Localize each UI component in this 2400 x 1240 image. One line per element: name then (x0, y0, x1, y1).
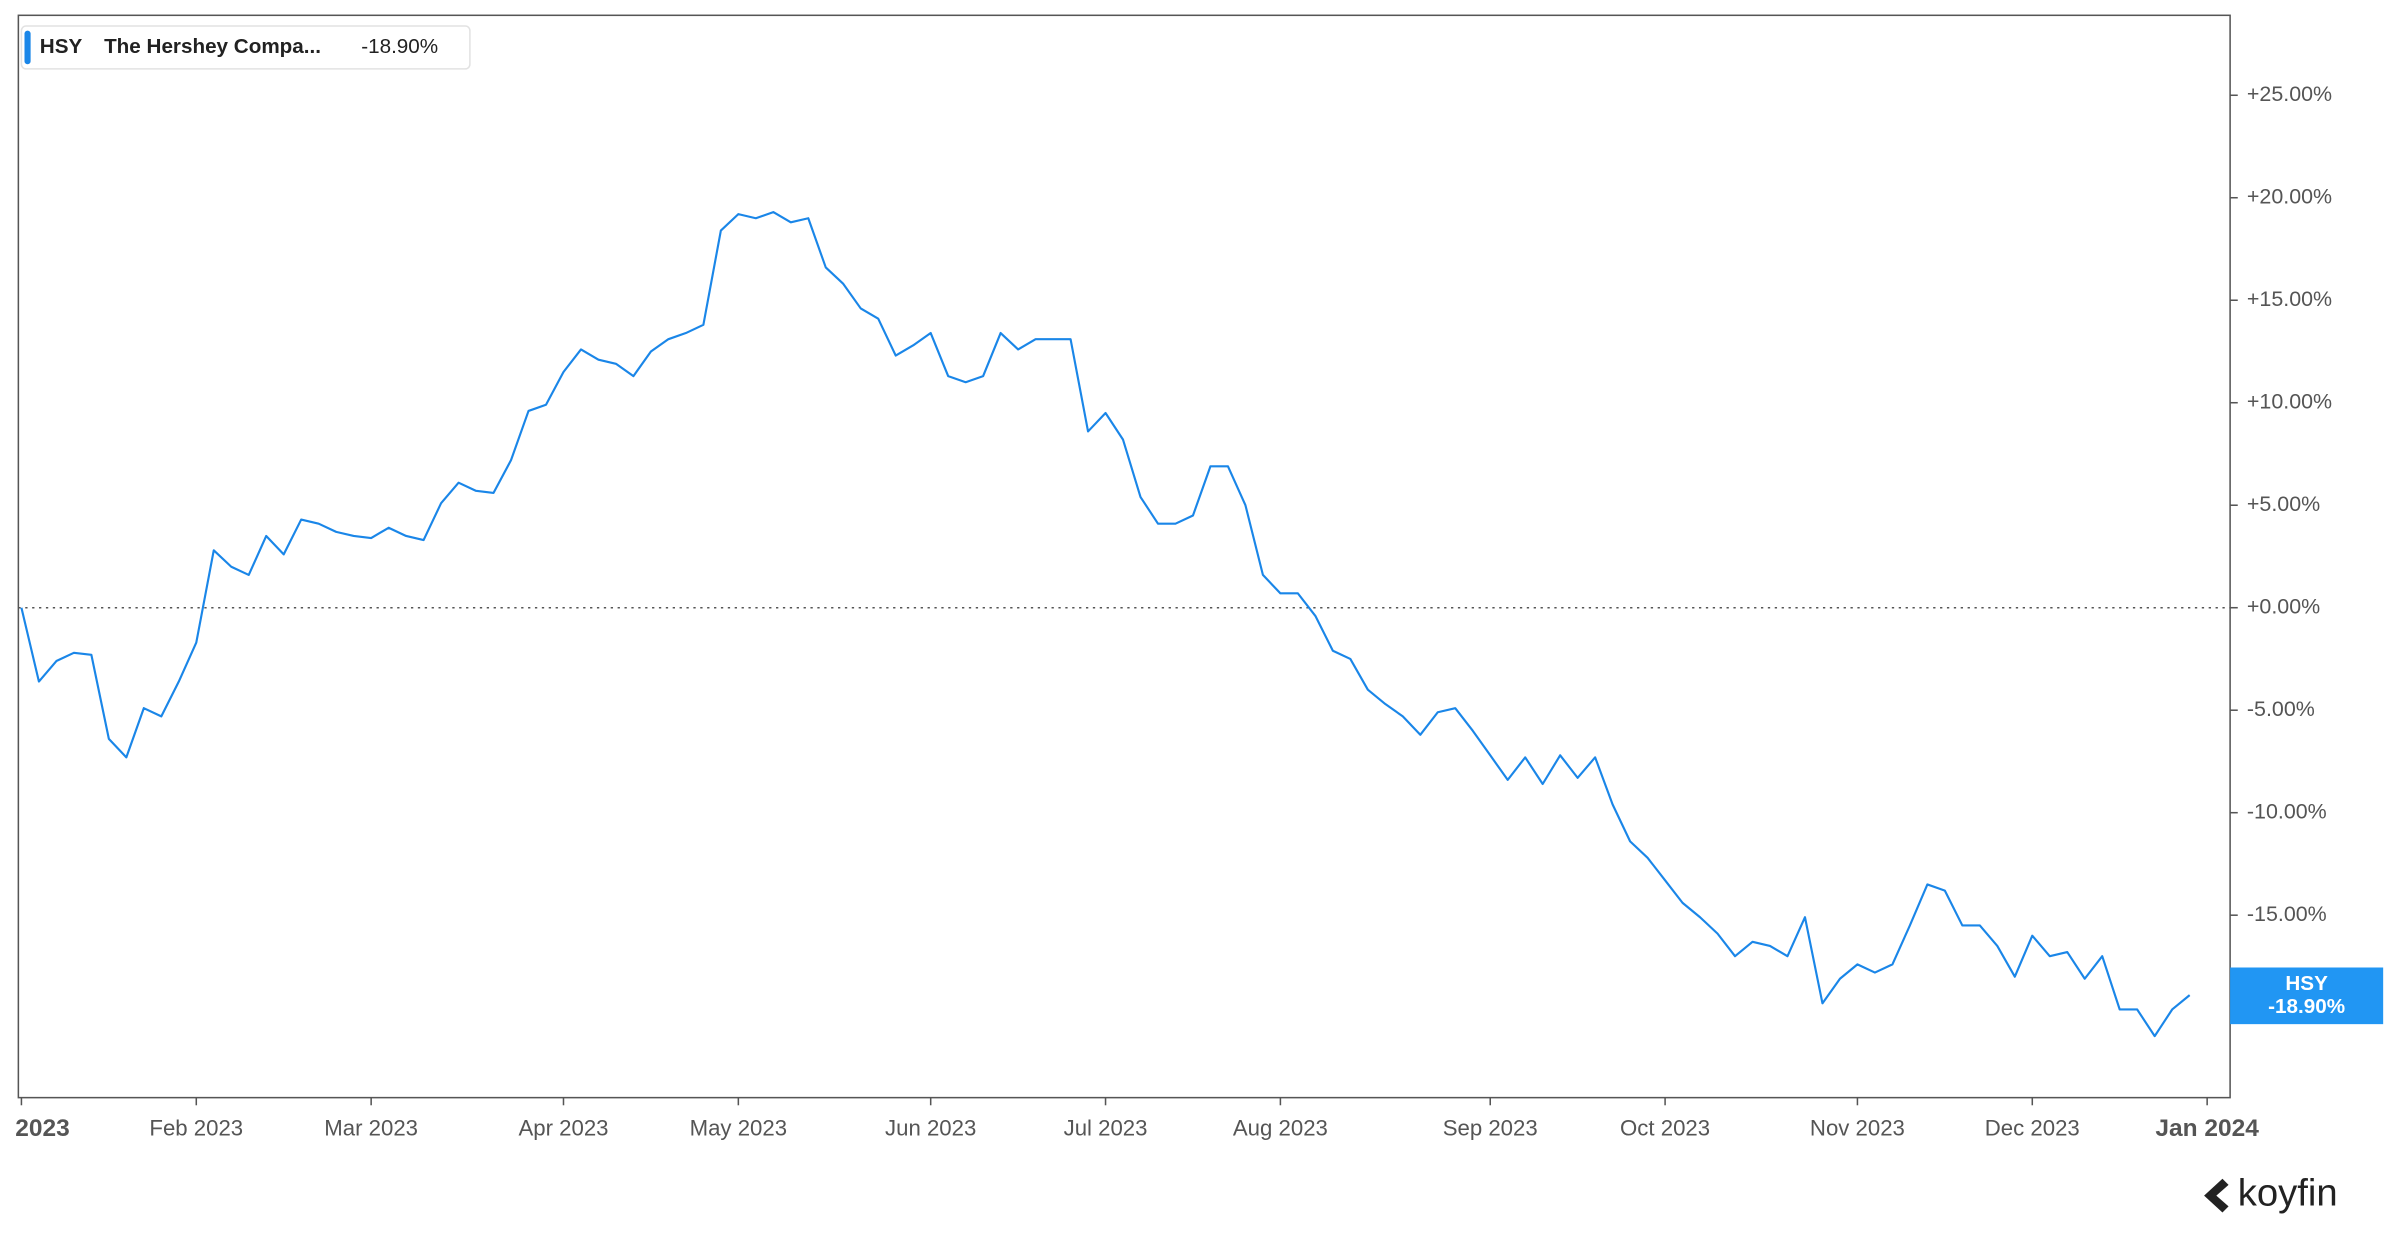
x-tick-label: Sep 2023 (1443, 1116, 1538, 1141)
y-tick-label: -15.00% (2247, 902, 2327, 926)
y-tick-label: +25.00% (2247, 82, 2332, 106)
series-line (20, 211, 2191, 1038)
y-tick-label: +5.00% (2247, 492, 2320, 516)
legend-swatch (24, 30, 31, 65)
y-tick-label: -10.00% (2247, 799, 2327, 823)
watermark: koyfin (2238, 1172, 2338, 1215)
x-tick-label: Dec 2023 (1985, 1116, 2080, 1141)
legend-box[interactable] (20, 25, 471, 70)
y-tick-label: -5.00% (2247, 697, 2315, 721)
x-tick-label: Aug 2023 (1233, 1116, 1328, 1141)
legend-name: The Hershey Compa... (104, 35, 321, 58)
legend-ticker: HSY (40, 35, 83, 58)
x-tick-label: Jun 2023 (885, 1116, 976, 1141)
badge-ticker: HSY (2285, 972, 2328, 995)
x-tick-label: Mar 2023 (324, 1116, 418, 1141)
legend[interactable]: HSY The Hershey Compa... -18.90% (20, 25, 471, 70)
legend-change: -18.90% (361, 35, 438, 58)
y-tick-label: +15.00% (2247, 287, 2332, 311)
plot-frame (17, 14, 2231, 1099)
x-tick-label: Jul 2023 (1064, 1116, 1148, 1141)
y-tick-label: +10.00% (2247, 389, 2332, 413)
x-tick-label: Apr 2023 (518, 1116, 608, 1141)
y-tick-label: +0.00% (2247, 594, 2320, 618)
x-tick-label: 2023 (15, 1115, 69, 1142)
last-value-badge (2230, 967, 2384, 1025)
x-tick-label: Oct 2023 (1620, 1116, 1710, 1141)
x-tick-label: Feb 2023 (149, 1116, 243, 1141)
x-tick-label: Jan 2024 (2155, 1115, 2259, 1142)
y-tick-label: +20.00% (2247, 184, 2332, 208)
x-tick-label: May 2023 (690, 1116, 787, 1141)
x-tick-label: Nov 2023 (1810, 1116, 1905, 1141)
logo-icon (2204, 1178, 2229, 1213)
badge-change: -18.90% (2268, 995, 2345, 1018)
